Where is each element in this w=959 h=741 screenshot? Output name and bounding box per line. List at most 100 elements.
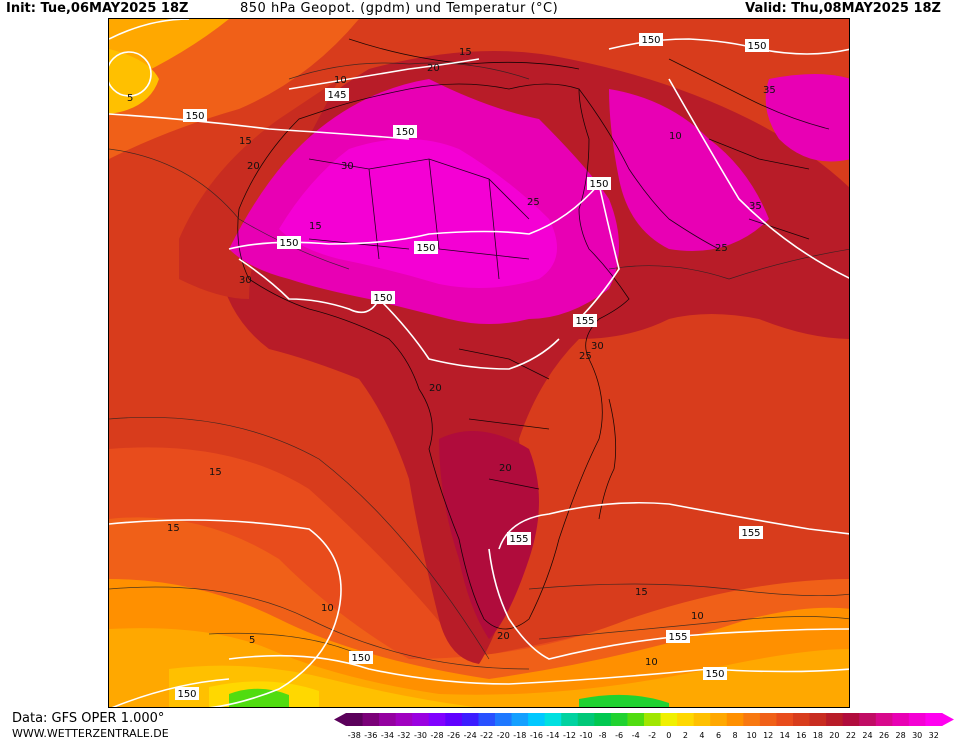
africa-coastline (237, 83, 630, 630)
contour-150-south-west (109, 519, 342, 707)
contour-150-arabia (668, 78, 849, 279)
middle-east-borders (668, 58, 830, 240)
legend-swatch (726, 713, 744, 726)
svg-text:150: 150 (641, 35, 660, 46)
geopotential-contours (109, 19, 849, 707)
legend-swatch (743, 713, 761, 726)
temp-label: 15 (309, 221, 322, 232)
legend-tick-label: 26 (879, 731, 889, 740)
geopot-label: 150 (393, 125, 417, 138)
legend-tick-label: -2 (648, 731, 656, 740)
legend-tick-label: -8 (599, 731, 607, 740)
legend-tick-label: -38 (348, 731, 361, 740)
temp-label: 10 (321, 603, 334, 614)
legend-swatch (528, 713, 546, 726)
legend-tick-label: 0 (666, 731, 671, 740)
legend-swatch (346, 713, 364, 726)
legend-tick-label: -32 (397, 731, 410, 740)
legend-swatch (710, 713, 728, 726)
contour-150-south (228, 654, 849, 685)
field-arabia-hot (609, 89, 769, 251)
contour-155-cape (488, 548, 849, 660)
legend-tick-label: 6 (716, 731, 721, 740)
svg-text:150: 150 (373, 293, 392, 304)
geopot-labels: 150 150 145 150 150 150 150 150 150 155 … (175, 33, 769, 700)
legend-swatch (793, 713, 811, 726)
data-source: Data: GFS OPER 1.000° (12, 711, 165, 726)
isotherm-20n (288, 62, 530, 80)
legend-tick-label: 8 (733, 731, 738, 740)
legend-swatch (428, 713, 446, 726)
geopot-label: 145 (325, 88, 349, 101)
temp-label: 5 (127, 93, 133, 104)
chart-title: 850 hPa Geopot. (gpdm) und Temperatur (°… (240, 1, 559, 16)
field-iran-hot (765, 74, 849, 162)
temp-label: 10 (334, 75, 347, 86)
geopot-label: 150 (587, 177, 611, 190)
temp-label: 30 (341, 161, 354, 172)
geopot-label: 150 (277, 236, 301, 249)
contour-150-north (109, 113, 410, 140)
contour-145 (288, 58, 480, 90)
legend-tick-label: -22 (480, 731, 493, 740)
legend-swatch (362, 713, 380, 726)
geopot-label: 150 (414, 241, 438, 254)
legend-swatch (859, 713, 877, 726)
geopot-label: 150 (175, 687, 199, 700)
field-sahara-hotter (279, 139, 557, 288)
legend-swatch (412, 713, 430, 726)
legend-tick-label: 22 (846, 731, 856, 740)
legend-tick-label: 24 (862, 731, 872, 740)
legend-arrow-right (942, 713, 954, 726)
temp-label: 15 (167, 523, 180, 534)
svg-text:155: 155 (509, 534, 528, 545)
legend-tick-label: -20 (497, 731, 510, 740)
legend-tick-label: 30 (912, 731, 922, 740)
legend-tick-label: 20 (829, 731, 839, 740)
svg-text:145: 145 (327, 90, 346, 101)
temp-label: 25 (527, 197, 540, 208)
temp-label: 20 (429, 383, 442, 394)
contour-5-ring (109, 51, 152, 97)
map-canvas: 150 150 145 150 150 150 150 150 150 155 … (109, 19, 849, 707)
color-legend: -38 -36 -34 -32 -30 -28 -26 -24 -22 -20 -18 -16 -14-… (334, 713, 954, 740)
legend-tick-label: 14 (780, 731, 790, 740)
temperature-map: 150 150 145 150 150 150 150 150 150 155 … (108, 18, 850, 708)
legend-tick-label: 28 (896, 731, 906, 740)
legend-swatch (660, 713, 678, 726)
temp-label: 15 (239, 136, 252, 147)
temp-label: 10 (669, 131, 682, 142)
contour-155-sw (111, 678, 230, 707)
legend-swatch (461, 713, 479, 726)
temp-label: 30 (239, 275, 252, 286)
legend-swatch (495, 713, 513, 726)
isotherm-20 (109, 148, 350, 270)
svg-text:150: 150 (747, 41, 766, 52)
geopot-label: 150 (703, 667, 727, 680)
legend-swatch (842, 713, 860, 726)
legend-tick-label: 4 (699, 731, 704, 740)
geopot-label: 150 (371, 291, 395, 304)
legend-swatch (693, 713, 711, 726)
legend-tick-label: 12 (763, 731, 773, 740)
temp-label: 15 (209, 467, 222, 478)
temp-label: 15 (635, 587, 648, 598)
legend-tick-label: 10 (747, 731, 757, 740)
legend-tick-label: -28 (431, 731, 444, 740)
coastlines (237, 38, 830, 630)
legend-tick-label: -26 (447, 731, 460, 740)
contour-150-sudan (578, 183, 620, 320)
field-south-green-2 (579, 694, 669, 707)
legend-swatch (875, 713, 893, 726)
geopot-label: 155 (666, 630, 690, 643)
legend-swatch (627, 713, 645, 726)
svg-text:150: 150 (395, 127, 414, 138)
geopot-label: 155 (573, 314, 597, 327)
valid-time: Valid: Thu,08MAY2025 18Z (745, 1, 941, 16)
legend-swatch (610, 713, 628, 726)
legend-swatch (395, 713, 413, 726)
contour-150-guinea (378, 298, 560, 370)
legend-tick-label: -30 (414, 731, 427, 740)
temp-label: 5 (249, 635, 255, 646)
contour-nw (109, 19, 190, 40)
